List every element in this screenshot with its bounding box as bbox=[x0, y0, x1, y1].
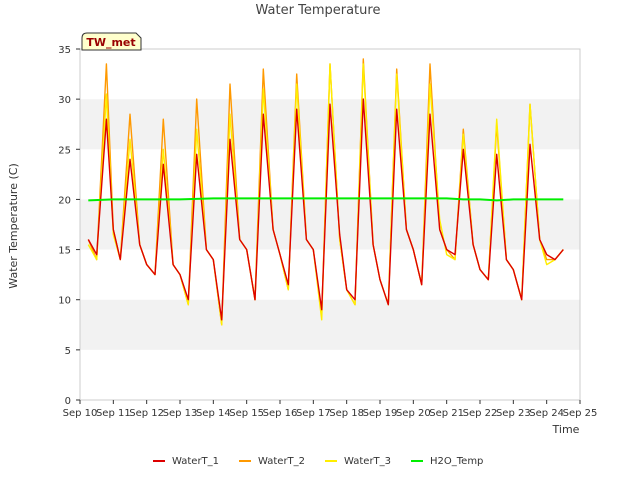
y-tick-label: 10 bbox=[58, 296, 71, 307]
x-tick-label: Sep 16 bbox=[263, 408, 298, 419]
grid-band bbox=[80, 199, 580, 250]
x-tick-label: Sep 25 bbox=[563, 408, 598, 419]
grid-band bbox=[80, 349, 580, 400]
series-line-h2o-temp bbox=[88, 197, 564, 202]
y-tick-label: 35 bbox=[58, 45, 71, 56]
legend-label: WaterT_1 bbox=[172, 456, 219, 467]
station-label: TW_met bbox=[86, 36, 135, 49]
series-line-watert-1 bbox=[87, 98, 564, 321]
x-tick-label: Sep 22 bbox=[463, 408, 498, 419]
y-tick-label: 30 bbox=[58, 95, 71, 106]
legend-item-watert-1: WaterT_1 bbox=[153, 456, 219, 467]
x-tick-label: Sep 10 bbox=[63, 408, 98, 419]
x-tick-label: Sep 15 bbox=[229, 408, 264, 419]
legend-item-watert-2: WaterT_2 bbox=[239, 456, 305, 467]
x-tick-label: Sep 14 bbox=[196, 408, 231, 419]
plot-background-bands bbox=[80, 49, 580, 400]
y-tick-label: 25 bbox=[58, 145, 71, 156]
y-tick-label: 20 bbox=[58, 195, 71, 206]
grid-band bbox=[80, 299, 580, 350]
x-axis-label: Time bbox=[552, 423, 580, 436]
x-tick-label: Sep 18 bbox=[329, 408, 364, 419]
x-tick-label: Sep 17 bbox=[296, 408, 331, 419]
chart-legend: WaterT_1 WaterT_2 WaterT_3 H2O_Temp bbox=[153, 456, 483, 467]
y-tick-label: 0 bbox=[65, 396, 71, 407]
grid-band bbox=[80, 149, 580, 200]
legend-label: WaterT_3 bbox=[344, 456, 391, 467]
x-tick-label: Sep 13 bbox=[163, 408, 198, 419]
series-layer bbox=[87, 58, 564, 326]
x-tick-label: Sep 20 bbox=[396, 408, 431, 419]
y-axis-label: Water Temperature (C) bbox=[7, 163, 20, 288]
y-axis: 0 5 10 15 20 25 30 35 bbox=[58, 45, 80, 407]
x-tick-label: Sep 21 bbox=[429, 408, 464, 419]
x-tick-label: Sep 19 bbox=[363, 408, 398, 419]
y-tick-label: 15 bbox=[58, 246, 71, 257]
grid-band bbox=[80, 249, 580, 300]
legend-item-watert-3: WaterT_3 bbox=[325, 456, 391, 467]
y-tick-label: 5 bbox=[65, 346, 71, 357]
x-tick-label: Sep 24 bbox=[529, 408, 564, 419]
legend-label: WaterT_2 bbox=[258, 456, 305, 467]
plot-frame bbox=[79, 48, 581, 401]
legend-label: H2O_Temp bbox=[430, 456, 483, 467]
x-tick-label: Sep 11 bbox=[96, 408, 131, 419]
chart-title: Water Temperature bbox=[256, 3, 381, 18]
station-label-box: TW_met bbox=[81, 32, 142, 51]
x-tick-label: Sep 12 bbox=[129, 408, 164, 419]
legend-item-h2o-temp: H2O_Temp bbox=[411, 456, 483, 467]
x-tick-label: Sep 23 bbox=[496, 408, 531, 419]
